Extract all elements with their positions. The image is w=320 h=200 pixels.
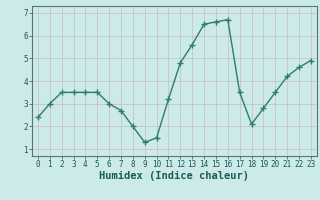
X-axis label: Humidex (Indice chaleur): Humidex (Indice chaleur) <box>100 171 249 181</box>
